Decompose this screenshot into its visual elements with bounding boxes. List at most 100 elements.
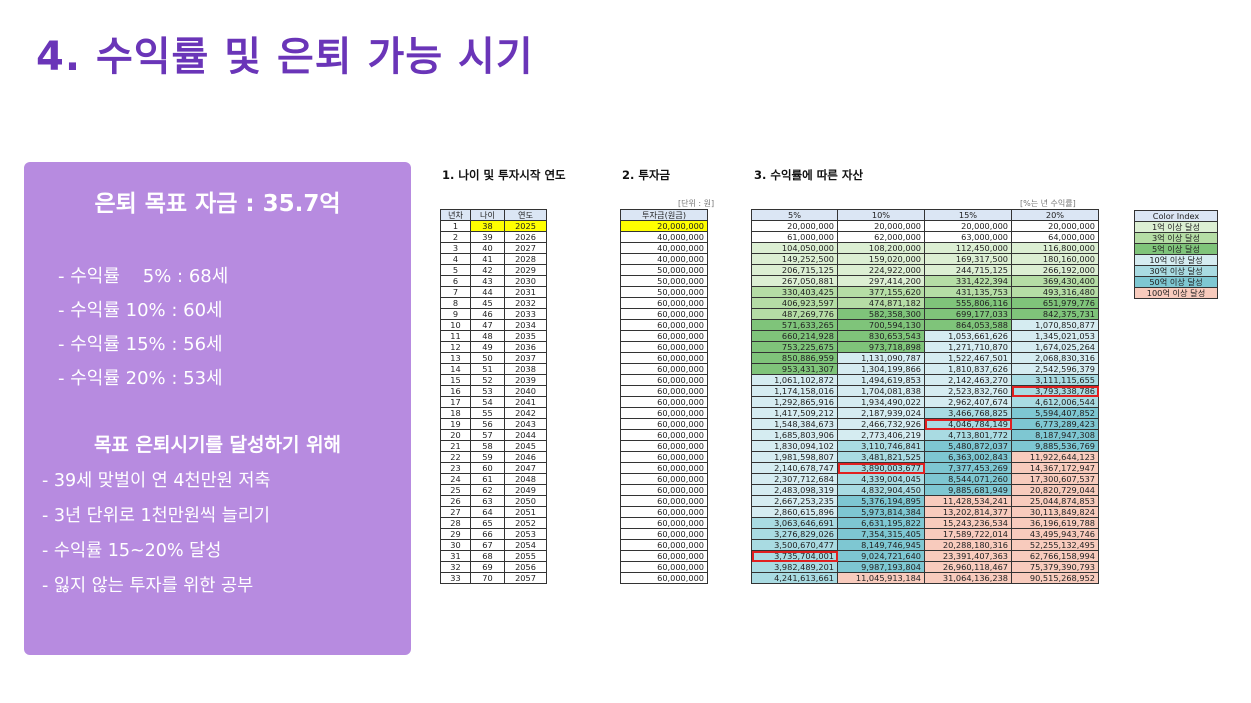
asset-value-cell: 112,450,000	[924, 242, 1012, 254]
column-header: 연도	[504, 209, 547, 221]
investment-cell: 60,000,000	[620, 451, 708, 463]
year-cell: 2025	[504, 220, 547, 232]
age-cell: 47	[470, 319, 505, 331]
table-row: 2,667,253,235 5,376,194,895 11,428,534,241…	[751, 495, 1099, 507]
table-row: 1,685,803,906 2,773,406,219 4,713,801,772 8…	[751, 429, 1099, 441]
rate-age-item: - 수익률 5% : 68세	[58, 266, 229, 287]
investment-cell: 50,000,000	[620, 286, 708, 298]
table-row: 4,241,613,661 11,045,913,184 31,064,136,23…	[751, 572, 1099, 584]
asset-value-cell: 1,417,509,212	[751, 407, 838, 419]
table-row: 206,715,125 224,922,000 244,715,125 266,192…	[751, 264, 1099, 276]
asset-value-cell: 1,304,199,866	[837, 363, 925, 375]
asset-value-cell: 2,187,939,024	[837, 407, 925, 419]
rate-age-item: - 수익률 15% : 56세	[58, 334, 223, 355]
asset-value-cell: 2,962,407,674	[924, 396, 1012, 408]
year-cell: 2047	[504, 462, 547, 474]
year-cell: 2036	[504, 341, 547, 353]
year-cell: 2038	[504, 363, 547, 375]
investment-cell: 60,000,000	[620, 319, 708, 331]
year-cell: 2033	[504, 308, 547, 320]
asset-value-cell: 2,773,406,219	[837, 429, 925, 441]
section-investment-title: 2. 투자금	[622, 168, 671, 182]
table-row: 60,000,000	[620, 495, 708, 507]
asset-value-cell: 1,810,837,626	[924, 363, 1012, 375]
asset-value-cell: 651,979,776	[1011, 297, 1099, 309]
age-cell: 61	[470, 473, 505, 485]
column-header: 10%	[837, 209, 925, 221]
investment-cell: 60,000,000	[620, 374, 708, 386]
investment-cell: 60,000,000	[620, 429, 708, 441]
year-index-cell: 4	[440, 253, 471, 265]
age-cell: 48	[470, 330, 505, 342]
age-cell: 63	[470, 495, 505, 507]
year-index-cell: 28	[440, 517, 471, 529]
year-cell: 2043	[504, 418, 547, 430]
asset-value-cell: 11,428,534,241	[924, 495, 1012, 507]
table-row: 32 69 2056	[440, 561, 547, 573]
rate-note: [%는 년 수익률]	[1020, 199, 1076, 208]
year-cell: 2049	[504, 484, 547, 496]
year-index-cell: 20	[440, 429, 471, 441]
asset-value-cell: 206,715,125	[751, 264, 838, 276]
asset-value-cell: 493,316,480	[1011, 286, 1099, 298]
asset-value-cell: 75,379,390,793	[1011, 561, 1099, 573]
table-row: 60,000,000	[620, 440, 708, 452]
table-row: 50,000,000	[620, 286, 708, 298]
table-row: 50,000,000	[620, 275, 708, 287]
table-row: 60,000,000	[620, 550, 708, 562]
year-index-cell: 29	[440, 528, 471, 540]
table-row: 11 48 2035	[440, 330, 547, 342]
year-cell: 2055	[504, 550, 547, 562]
table-row: 3,500,670,477 8,149,746,945 20,288,180,316…	[751, 539, 1099, 551]
asset-value-cell: 20,000,000	[837, 220, 925, 232]
year-index-cell: 6	[440, 275, 471, 287]
age-cell: 42	[470, 264, 505, 276]
age-cell: 45	[470, 297, 505, 309]
asset-value-cell: 1,053,661,626	[924, 330, 1012, 342]
table-row: 1,292,865,916 1,934,490,022 2,962,407,674 4…	[751, 396, 1099, 408]
asset-value-cell: 330,403,425	[751, 286, 838, 298]
year-index-cell: 5	[440, 264, 471, 276]
page-title: 4. 수익률 및 은퇴 가능 시기	[36, 34, 534, 80]
asset-value-cell: 2,860,615,896	[751, 506, 838, 518]
asset-value-cell: 3,982,489,201	[751, 561, 838, 573]
investment-cell: 40,000,000	[620, 242, 708, 254]
table-row: 20,000,000 20,000,000 20,000,000 20,000,000	[751, 220, 1099, 232]
year-cell: 2050	[504, 495, 547, 507]
table-row: 22 59 2046	[440, 451, 547, 463]
table-row: 60,000,000	[620, 319, 708, 331]
table-row: 1,417,509,212 2,187,939,024 3,466,768,825 5…	[751, 407, 1099, 419]
age-cell: 70	[470, 572, 505, 584]
asset-value-cell: 3,063,646,691	[751, 517, 838, 529]
year-index-cell: 10	[440, 319, 471, 331]
investment-cell: 60,000,000	[620, 363, 708, 375]
year-index-cell: 31	[440, 550, 471, 562]
table-row: 60,000,000	[620, 484, 708, 496]
year-cell: 2041	[504, 396, 547, 408]
table-row: 40,000,000	[620, 253, 708, 265]
age-cell: 54	[470, 396, 505, 408]
asset-value-cell: 116,800,000	[1011, 242, 1099, 254]
year-cell: 2031	[504, 286, 547, 298]
asset-value-cell: 20,000,000	[1011, 220, 1099, 232]
asset-value-cell: 169,317,500	[924, 253, 1012, 265]
asset-value-cell: 2,142,463,270	[924, 374, 1012, 386]
rate-age-item: - 수익률 10% : 60세	[58, 300, 223, 321]
table-row: 1,061,102,872 1,494,619,853 2,142,463,270 3…	[751, 374, 1099, 386]
asset-value-cell: 6,363,002,843	[924, 451, 1012, 463]
column-header: 나이	[470, 209, 505, 221]
asset-value-cell: 62,766,158,994	[1011, 550, 1099, 562]
asset-value-cell: 9,987,193,804	[837, 561, 925, 573]
year-cell: 2026	[504, 231, 547, 243]
year-index-cell: 3	[440, 242, 471, 254]
year-index-cell: 15	[440, 374, 471, 386]
table-row: 571,633,265 700,594,130 864,053,588 1,070,8…	[751, 319, 1099, 331]
table-row: 953,431,307 1,304,199,866 1,810,837,626 2,5…	[751, 363, 1099, 375]
asset-value-cell: 406,923,597	[751, 297, 838, 309]
investment-cell: 40,000,000	[620, 231, 708, 243]
table-row: 60,000,000	[620, 462, 708, 474]
rate-age-item: - 수익률 20% : 53세	[58, 368, 223, 389]
asset-value-cell: 377,155,620	[837, 286, 925, 298]
asset-value-cell: 26,960,118,467	[924, 561, 1012, 573]
retirement-goal: 은퇴 목표 자금 : 35.7억	[94, 191, 341, 217]
